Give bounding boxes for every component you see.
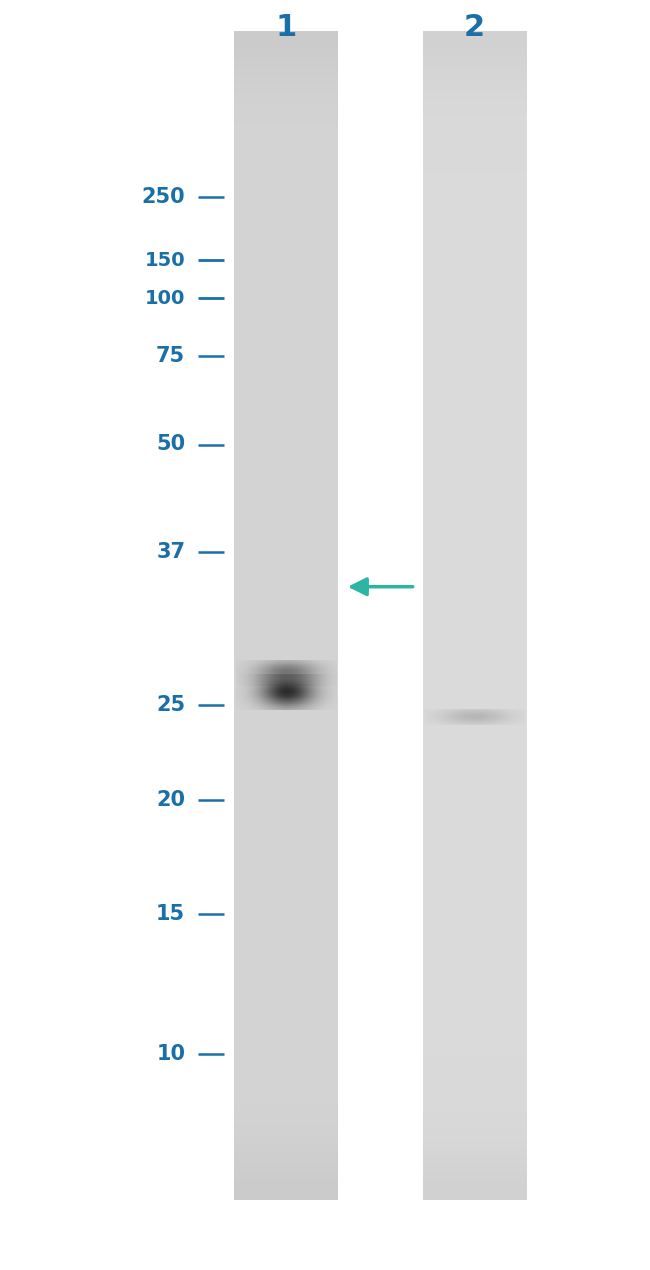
Text: 75: 75 bbox=[156, 345, 185, 366]
Text: 150: 150 bbox=[144, 251, 185, 269]
Text: 100: 100 bbox=[145, 290, 185, 307]
Text: 25: 25 bbox=[156, 695, 185, 715]
Text: 250: 250 bbox=[142, 187, 185, 207]
Text: 20: 20 bbox=[156, 790, 185, 810]
Text: 2: 2 bbox=[464, 14, 485, 42]
Text: 10: 10 bbox=[156, 1044, 185, 1064]
Text: 50: 50 bbox=[156, 434, 185, 455]
Text: 15: 15 bbox=[156, 904, 185, 925]
Text: 37: 37 bbox=[156, 542, 185, 563]
Text: 1: 1 bbox=[276, 14, 296, 42]
